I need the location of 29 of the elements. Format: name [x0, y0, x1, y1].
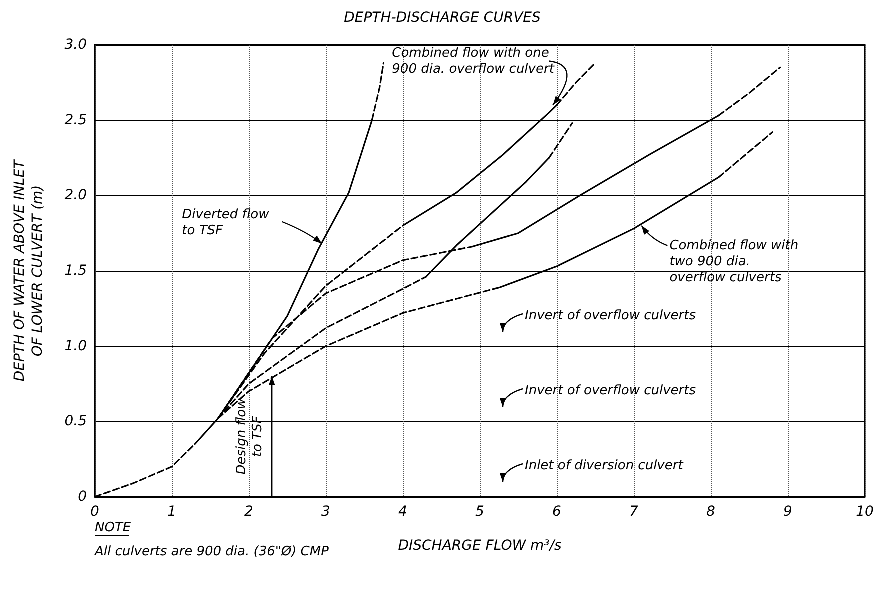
x-tick-label: 5 [476, 504, 485, 520]
x-tick-label: 7 [630, 504, 639, 520]
x-tick-label: 6 [552, 504, 562, 520]
y-tick-label: 2.5 [64, 112, 88, 128]
annotation: Diverted flow to TSF [182, 207, 270, 238]
x-tick-label: 8 [706, 504, 716, 520]
annotation: Invert of overflow culverts [525, 384, 696, 398]
chart-title: DEPTH-DISCHARGE CURVES [344, 10, 542, 26]
x-tick-label: 4 [398, 504, 408, 520]
x-tick-label: 2 [244, 504, 254, 520]
x-tick-label: 0 [90, 504, 100, 520]
y-tick-label: 0.5 [64, 414, 88, 430]
y-tick-label: 0 [78, 489, 88, 505]
x-tick-label: 1 [168, 504, 176, 520]
annotation: Inlet of diversion culvert [525, 458, 684, 474]
x-tick-label: 9 [784, 504, 793, 520]
y-axis-title: DEPTH OF WATER ABOVE INLET OF LOWER CULVERT (m) [12, 158, 46, 382]
y-tick-label: 3.0 [64, 37, 88, 53]
annotation: Invert of overflow culverts [525, 308, 696, 324]
x-axis-title: DISCHARGE FLOW m³/s [398, 538, 562, 554]
annotation: Combined flow with one 900 dia. overflow culvert [392, 46, 556, 77]
text: All culverts are 900 dia. (36"Ø) CMP [94, 544, 330, 560]
x-tick-label: 3 [322, 504, 330, 520]
x-tick-label: 10 [856, 504, 874, 520]
text: NOTE [95, 520, 132, 536]
y-tick-label: 2.0 [64, 188, 88, 204]
y-tick-label: 1.0 [64, 338, 88, 354]
y-tick-label: 1.5 [64, 263, 88, 279]
annotation: Combined flow with two 900 dia. overflow culverts [670, 238, 799, 286]
